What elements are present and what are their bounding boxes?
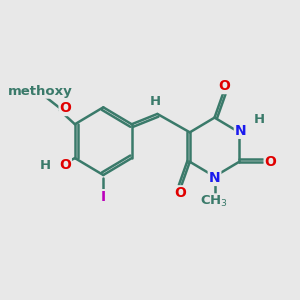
Text: O: O	[265, 155, 277, 169]
Text: O: O	[59, 158, 71, 172]
Text: methoxy: methoxy	[8, 85, 73, 98]
Text: H: H	[150, 95, 161, 108]
Text: N: N	[235, 124, 247, 138]
Text: O: O	[174, 186, 186, 200]
Text: O: O	[59, 101, 71, 115]
Text: CH$_3$: CH$_3$	[200, 194, 229, 209]
Text: O: O	[219, 79, 230, 93]
Text: H: H	[254, 113, 265, 127]
Text: H: H	[40, 159, 51, 172]
Text: N: N	[209, 171, 220, 185]
Text: I: I	[101, 190, 106, 204]
